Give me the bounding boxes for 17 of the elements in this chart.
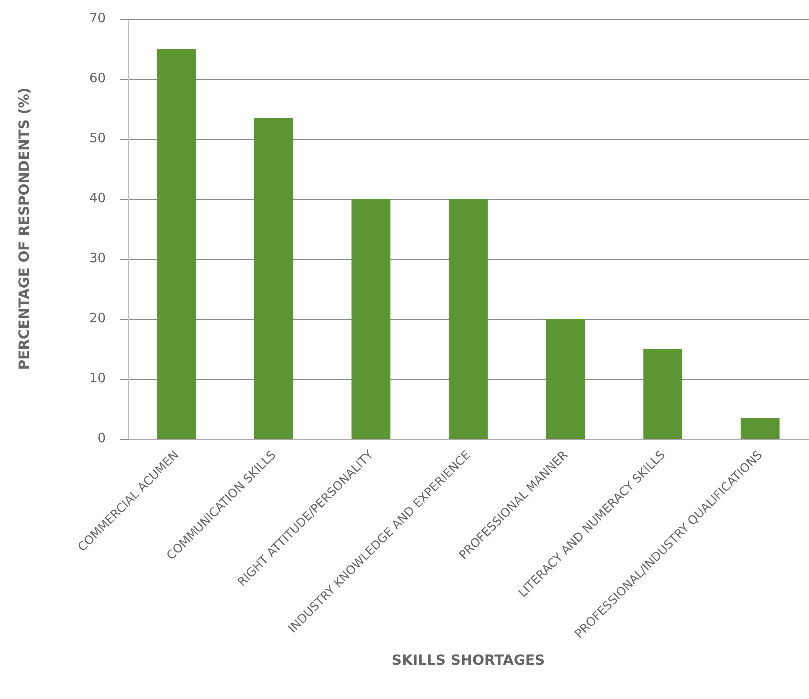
bar [740,418,780,439]
bar [352,199,391,439]
bar [644,349,683,439]
bar [157,49,196,439]
y-tick-label: 20 [89,312,106,326]
y-tick-label: 0 [98,432,106,446]
y-tick-label: 40 [89,192,106,206]
y-tick-label: 70 [89,12,106,26]
bar [449,199,488,439]
y-tick-label: 10 [89,372,106,386]
y-axis-title: PERCENTAGE OF RESPONDENTS (%) [17,88,33,370]
y-tick-label: 60 [89,72,106,86]
bar [254,118,294,439]
y-tick-label: 50 [89,132,106,146]
y-tick-label: 30 [89,252,106,266]
bar [546,319,586,439]
x-axis-title: SKILLS SHORTAGES [392,653,546,669]
